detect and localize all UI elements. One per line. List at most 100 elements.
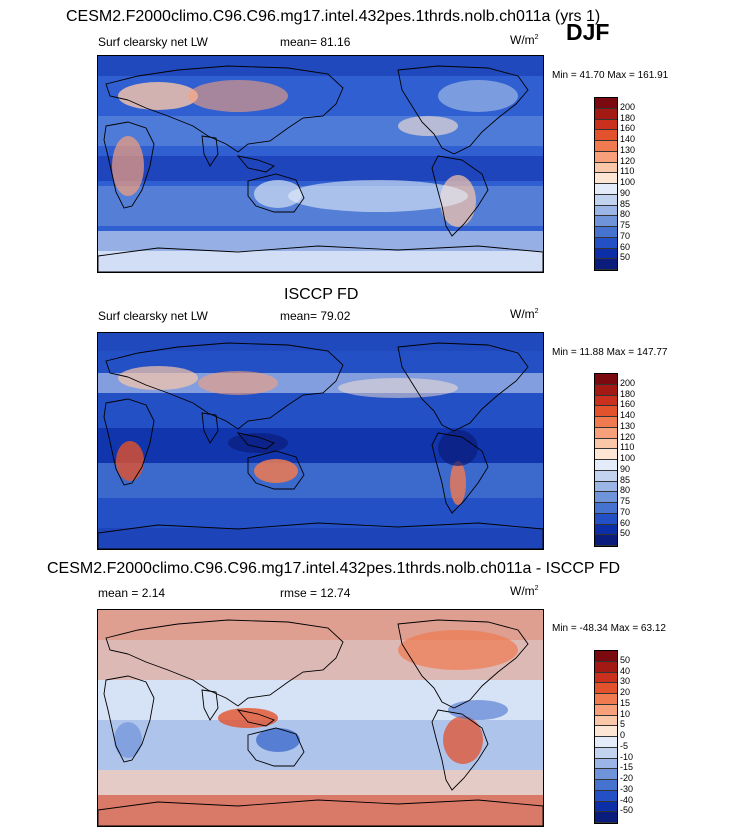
colorbar-tick-label: -30: [620, 783, 634, 794]
shading-band: [98, 251, 543, 272]
colorbar-swatch: [595, 524, 617, 536]
shading-blob: [288, 180, 468, 212]
colorbar-tick-label: 10: [620, 708, 631, 719]
colorbar-boxes: [594, 373, 618, 547]
colorbar-swatch: [595, 694, 617, 705]
colorbar-swatch: [595, 98, 617, 109]
colorbar-tick-label: 200: [620, 101, 636, 112]
colorbar-swatch: [595, 141, 617, 152]
colorbar-tick-label: 110: [620, 442, 635, 453]
shading-blob: [118, 366, 198, 390]
colorbar-tick-label: 100: [620, 177, 636, 187]
colorbar-swatch: [595, 672, 617, 684]
colorbar-tick-label: 75: [620, 220, 631, 230]
colorbar-tick-label: 160: [620, 399, 636, 410]
shading-blob: [398, 116, 458, 136]
panel1-units: W/m2: [510, 33, 539, 47]
colorbar-swatch: [595, 216, 617, 227]
colorbar-tick-label: -40: [620, 794, 634, 805]
colorbar-swatch: [595, 227, 617, 238]
colorbar-swatch: [595, 384, 617, 396]
colorbar-tick-label: 85: [620, 474, 631, 485]
coastline: [397, 619, 529, 709]
colorbar-swatch: [595, 173, 617, 184]
colorbar-tick-label: 180: [620, 112, 636, 123]
colorbar-tick-label: 60: [620, 241, 631, 252]
coastline: [103, 121, 155, 209]
colorbar-boxes: [594, 97, 618, 271]
colorbar-swatch: [595, 481, 617, 493]
shading-blob: [338, 378, 458, 398]
shading-blob: [114, 722, 142, 758]
shading-blob: [218, 708, 278, 728]
panel1-map: [97, 55, 544, 273]
shading-band: [98, 770, 543, 795]
colorbar-swatch: [595, 535, 617, 546]
shading-blob: [198, 371, 278, 395]
panel1-minmax: Min = 41.70 Max = 161.91: [552, 70, 669, 81]
coastline: [247, 727, 305, 767]
shading-band: [98, 508, 543, 528]
coastline: [247, 173, 305, 213]
colorbar-swatch: [595, 503, 617, 514]
colorbar-tick-label: 200: [620, 377, 636, 388]
shading-blob: [256, 728, 300, 752]
panel2-map: [97, 332, 544, 550]
colorbar-tick-label: 60: [620, 517, 631, 528]
colorbar-swatch: [595, 492, 617, 503]
panel2-minmax: Min = 11.88 Max = 147.77: [552, 347, 668, 358]
panel3-rmse-label: rmse = 12.74: [280, 586, 351, 600]
colorbar-tick-label: 30: [620, 676, 631, 687]
colorbar-tick-label: -10: [620, 751, 634, 762]
colorbar-swatch: [595, 704, 617, 716]
coastline: [98, 245, 543, 272]
coastline: [247, 450, 305, 490]
shading-blob: [398, 630, 518, 670]
colorbar-tick-label: 80: [620, 209, 631, 220]
colorbar-swatch: [595, 651, 617, 662]
colorbar-swatch: [595, 248, 617, 260]
panel2-title: ISCCP FD: [284, 286, 359, 303]
colorbar-tick-label: 50: [620, 528, 631, 539]
colorbar-swatch: [595, 737, 617, 748]
colorbar-swatch: [595, 747, 617, 759]
coastline: [201, 135, 219, 167]
coastline: [105, 619, 344, 707]
colorbar-tick-label: -5: [620, 740, 629, 751]
coastline: [431, 155, 489, 237]
colorbar-swatch: [595, 769, 617, 780]
colorbar-swatch: [595, 194, 617, 206]
colorbar-tick-label: 50: [620, 252, 631, 263]
colorbar-swatch: [595, 259, 617, 270]
shading-blob: [254, 459, 298, 483]
colorbar-tick-label: 100: [620, 453, 636, 463]
colorbar-swatch: [595, 406, 617, 417]
colorbar-tick-label: 90: [620, 187, 631, 198]
colorbar-swatch: [595, 661, 617, 673]
shading-blob: [116, 441, 144, 481]
colorbar-tick-label: 180: [620, 388, 636, 399]
colorbar-swatch: [595, 726, 617, 737]
panel3-mean-label: mean = 2.14: [98, 586, 166, 600]
colorbar-swatch: [595, 801, 617, 813]
panel2-mean-label: mean= 79.02: [280, 309, 351, 323]
colorbar-swatch: [595, 470, 617, 482]
panel1-mean-label: mean= 81.16: [280, 35, 351, 49]
colorbar-swatch: [595, 427, 617, 439]
colorbar-swatch: [595, 205, 617, 217]
shading-blob: [112, 136, 144, 196]
panel2-variable-label: Surf clearsky net LW: [98, 309, 208, 323]
colorbar-swatch: [595, 119, 617, 131]
shading-blob: [188, 80, 288, 112]
shading-band: [98, 528, 543, 549]
main-title: CESM2.F2000climo.C96.C96.mg17.intel.432p…: [66, 8, 601, 25]
colorbar-tick-label: 160: [620, 123, 636, 134]
colorbar-tick-label: 0: [620, 730, 626, 740]
coastline: [397, 342, 529, 432]
colorbar-swatch: [595, 780, 617, 791]
shading-blob: [254, 180, 302, 208]
map-shading: [98, 56, 543, 272]
shading-band: [98, 333, 543, 351]
coastline: [201, 689, 219, 721]
colorbar-swatch: [595, 417, 617, 428]
